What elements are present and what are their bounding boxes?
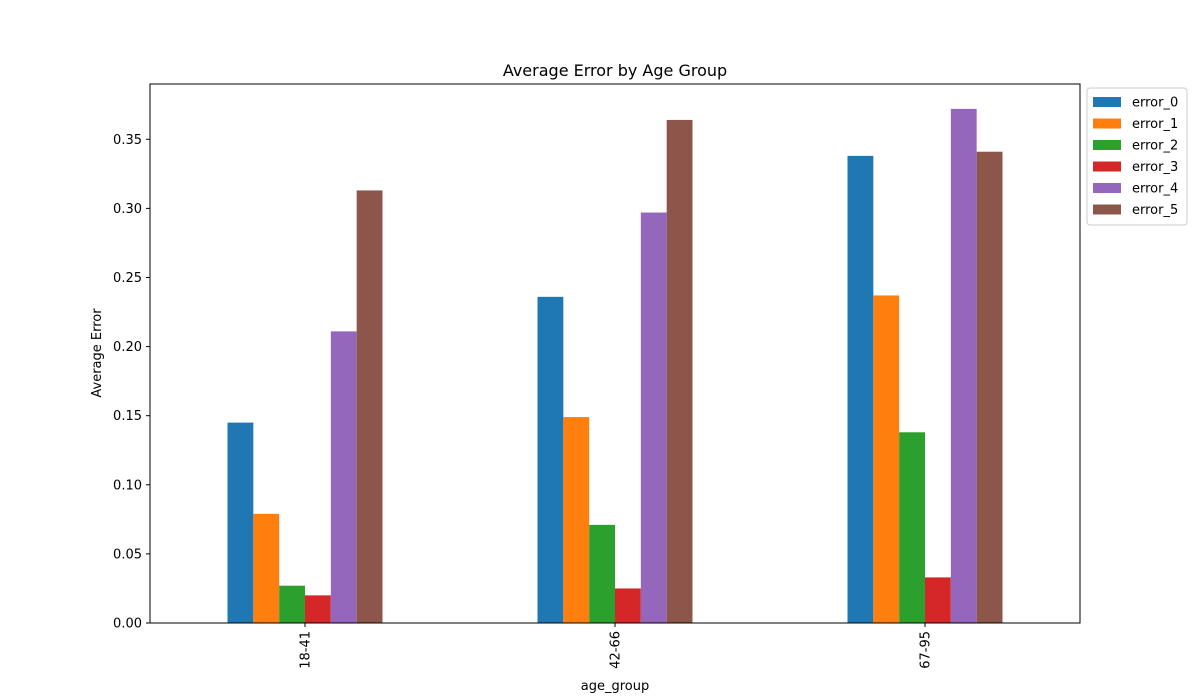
x-tick-label: 42-66 bbox=[609, 631, 624, 669]
bar-error_4-67-95 bbox=[950, 108, 977, 623]
y-tick-label: 0.00 bbox=[113, 617, 142, 632]
bar-error_4-18-41 bbox=[330, 331, 357, 623]
bar-error_5-18-41 bbox=[356, 190, 383, 624]
bar-error_3-42-66 bbox=[615, 588, 641, 623]
bar-error_4-42-66 bbox=[640, 212, 667, 623]
y-tick-label: 0.05 bbox=[113, 547, 142, 562]
bar-error_2-67-95 bbox=[899, 432, 925, 623]
legend-label-error_3: error_3 bbox=[1132, 160, 1178, 175]
x-axis-label: age_group bbox=[581, 679, 649, 694]
legend-swatch-error_5 bbox=[1093, 204, 1121, 215]
bar-error_5-42-66 bbox=[666, 119, 693, 624]
legend-swatch-error_3 bbox=[1093, 161, 1121, 172]
bar-error_0-18-41 bbox=[227, 422, 254, 623]
legend-swatch-error_2 bbox=[1093, 140, 1121, 150]
y-tick-label: 0.35 bbox=[113, 133, 142, 148]
bar-error_1-18-41 bbox=[253, 513, 280, 623]
y-tick-label: 0.30 bbox=[113, 202, 142, 217]
bar-error_1-67-95 bbox=[873, 295, 900, 623]
legend-swatch-error_4 bbox=[1093, 183, 1121, 193]
y-tick-label: 0.10 bbox=[113, 478, 142, 493]
x-tick-label: 18-41 bbox=[299, 631, 314, 669]
legend: error_0 error_1 error_2 error_3 error_4error… bbox=[1086, 87, 1188, 226]
y-tick-label: 0.25 bbox=[113, 271, 142, 286]
y-axis-label: Average Error bbox=[90, 308, 105, 398]
x-tick-label: 67-95 bbox=[919, 631, 934, 669]
plot-area: 0.00 0.05 0.10 0.15 0.20 0.25 0.30 0.35 18-41 42-… bbox=[113, 83, 1081, 669]
bar-error_0-42-66 bbox=[537, 296, 564, 623]
bar-error_1-42-66 bbox=[563, 417, 590, 623]
legend-label-error_2: error_2 bbox=[1132, 139, 1178, 154]
bar-error_3-67-95 bbox=[925, 577, 951, 623]
bar-error_3-18-41 bbox=[305, 595, 331, 623]
y-tick-label: 0.15 bbox=[113, 409, 142, 424]
legend-swatch-error_1 bbox=[1093, 118, 1121, 129]
legend-swatch-error_0 bbox=[1093, 97, 1121, 107]
bar-error_0-67-95 bbox=[847, 155, 874, 623]
bar-error_2-18-41 bbox=[279, 585, 305, 623]
bar-error_2-42-66 bbox=[589, 524, 615, 623]
legend-label-error_0: error_0 bbox=[1132, 96, 1178, 111]
legend-label-error_5: error_5 bbox=[1132, 203, 1178, 218]
y-tick-label: 0.20 bbox=[113, 340, 142, 355]
legend-label-error_1: error_1 bbox=[1132, 117, 1178, 132]
bar-error_5-67-95 bbox=[976, 151, 1003, 623]
legend-label-error_4: error_4 bbox=[1132, 182, 1178, 197]
chart-title: Average Error by Age Group bbox=[503, 61, 727, 80]
